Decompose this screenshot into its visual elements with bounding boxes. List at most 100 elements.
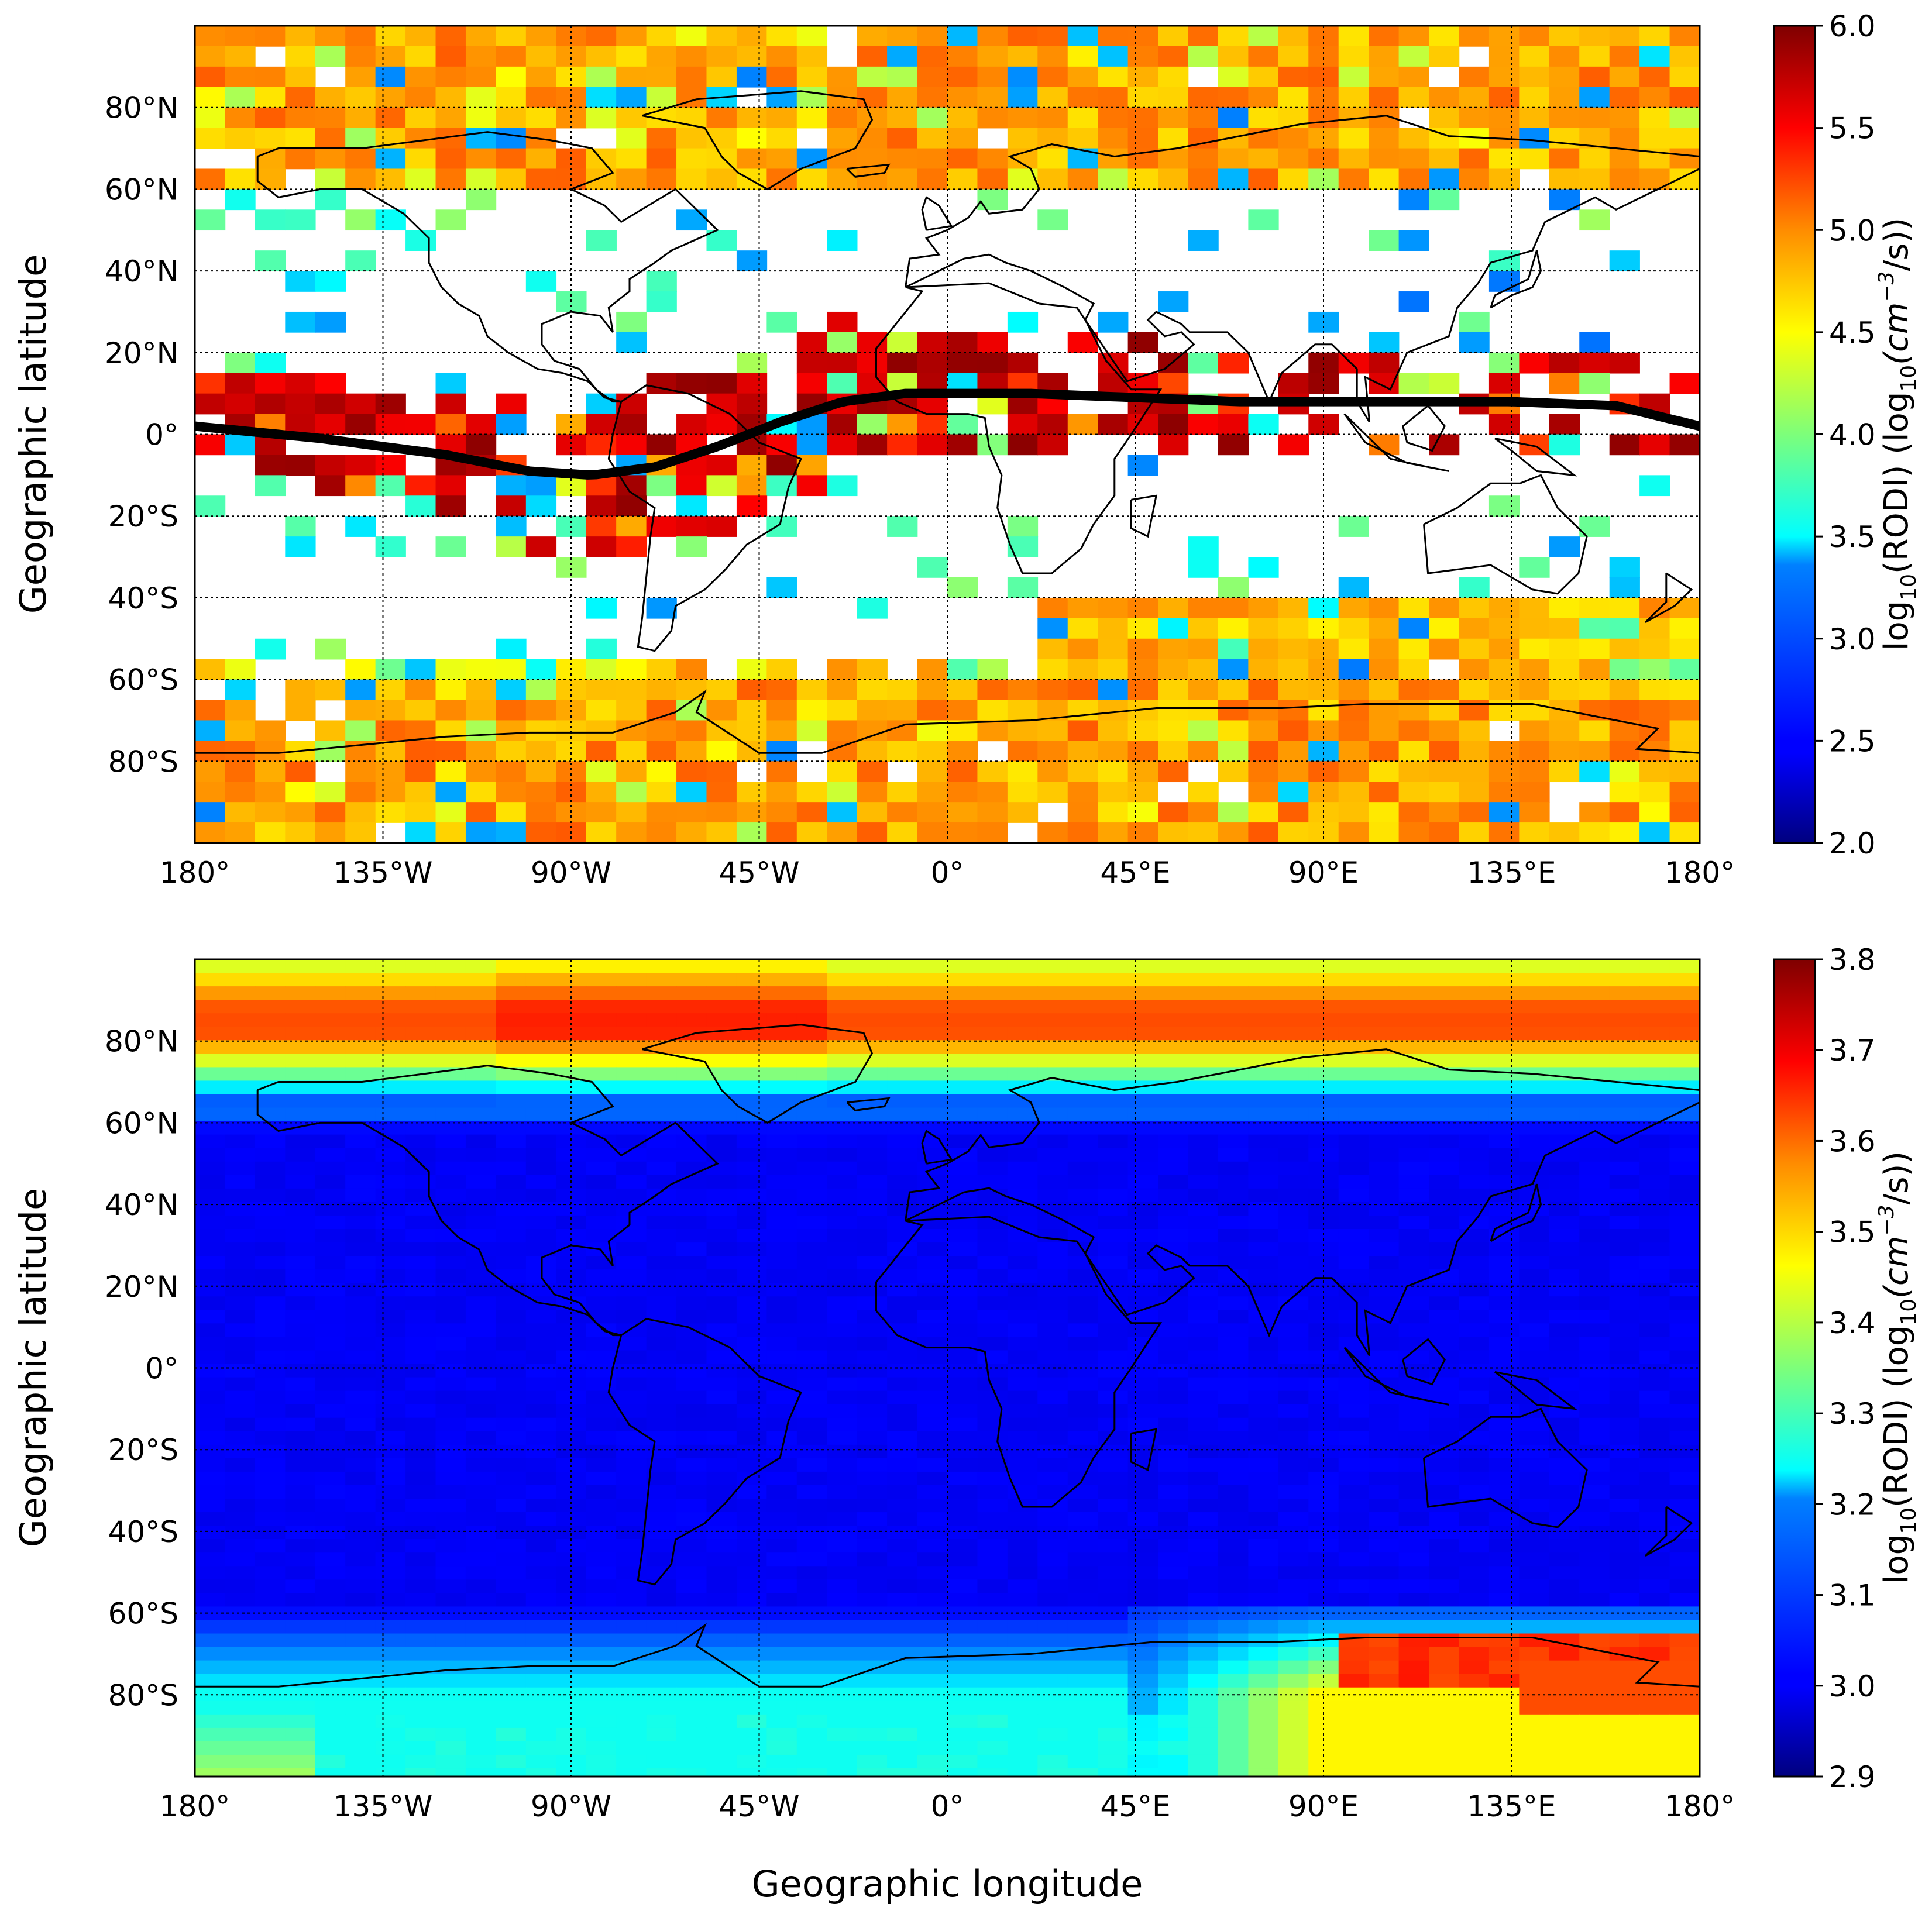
heatmap-cell <box>1127 1444 1158 1459</box>
heatmap-cell <box>405 1714 436 1729</box>
heatmap-cell <box>1398 189 1429 211</box>
heatmap-cell <box>405 1727 436 1742</box>
heatmap-cell <box>887 1485 918 1499</box>
y-tick-label: 60°S <box>108 663 178 697</box>
heatmap-cell <box>1700 1485 1730 1499</box>
heatmap-cell <box>345 1620 376 1634</box>
heatmap-cell <box>947 1390 978 1405</box>
heatmap-cell <box>1700 782 1730 803</box>
heatmap-cell <box>1549 1188 1580 1203</box>
heatmap-cell <box>345 1094 376 1108</box>
heatmap-cell <box>1459 1417 1490 1432</box>
heatmap-cell <box>1669 822 1700 843</box>
heatmap-cell <box>887 1067 918 1082</box>
heatmap-cell <box>435 1700 466 1715</box>
heatmap-cell <box>1609 1431 1640 1445</box>
heatmap-cell <box>947 1404 978 1419</box>
heatmap-cell <box>225 352 256 374</box>
heatmap-cell <box>676 1593 707 1607</box>
heatmap-cell <box>345 1431 376 1445</box>
heatmap-cell <box>1459 1000 1490 1014</box>
heatmap-cell <box>676 1296 707 1311</box>
heatmap-cell <box>525 1458 557 1472</box>
heatmap-cell <box>827 1013 858 1028</box>
heatmap-cell <box>1127 741 1158 762</box>
heatmap-cell <box>796 373 828 394</box>
heatmap-cell <box>796 352 828 374</box>
heatmap-cell <box>1488 986 1520 1000</box>
heatmap-cell <box>706 1458 737 1472</box>
heatmap-cell <box>616 1107 647 1122</box>
heatmap-cell <box>917 1242 948 1256</box>
heatmap-cell <box>1007 1431 1039 1445</box>
heatmap-cell <box>1669 1283 1700 1297</box>
heatmap-cell <box>345 107 376 129</box>
heatmap-cell <box>1549 741 1580 762</box>
heatmap-cell <box>1700 1552 1730 1567</box>
heatmap-cell <box>1459 66 1490 88</box>
heatmap-cell <box>857 1000 888 1014</box>
heatmap-cell <box>676 1000 707 1014</box>
heatmap-cell <box>1037 1526 1068 1540</box>
heatmap-cell <box>1488 1620 1520 1634</box>
heatmap-cell <box>1639 128 1670 149</box>
heatmap-cell <box>1488 46 1520 67</box>
heatmap-cell <box>1278 1660 1309 1675</box>
heatmap-cell <box>405 1337 436 1351</box>
heatmap-cell <box>977 1458 1008 1472</box>
heatmap-cell <box>1188 1444 1219 1459</box>
heatmap-cell <box>1459 1107 1490 1122</box>
heatmap-cell <box>1007 1202 1039 1216</box>
heatmap-cell <box>796 455 828 476</box>
heatmap-cell <box>1579 26 1610 47</box>
heatmap-cell <box>1609 1107 1640 1122</box>
heatmap-cell <box>1127 1620 1158 1634</box>
heatmap-cell <box>1549 959 1580 973</box>
heatmap-cell <box>706 373 737 394</box>
heatmap-cell <box>1037 1175 1068 1189</box>
heatmap-cell <box>706 1080 737 1095</box>
heatmap-cell <box>1398 1188 1429 1203</box>
heatmap-cell <box>1067 1660 1098 1675</box>
heatmap-cell <box>586 1040 617 1055</box>
heatmap-cell <box>827 1121 858 1135</box>
heatmap-cell <box>1158 741 1189 762</box>
heatmap-cell <box>706 1283 737 1297</box>
heatmap-cell <box>375 1377 406 1392</box>
heatmap-cell <box>1459 1350 1490 1365</box>
heatmap-cell <box>465 107 497 129</box>
heatmap-cell <box>616 1768 647 1777</box>
heatmap-cell <box>1549 168 1580 190</box>
heatmap-cell <box>706 1269 737 1284</box>
heatmap-cell <box>435 1606 466 1621</box>
heatmap-cell <box>1369 1215 1400 1230</box>
heatmap-cell <box>1459 1188 1490 1203</box>
heatmap-cell <box>917 986 948 1000</box>
heatmap-cell <box>1700 1216 1730 1230</box>
heatmap-cell <box>1338 1161 1369 1176</box>
heatmap-cell <box>255 1714 286 1729</box>
heatmap-cell <box>676 26 707 47</box>
heatmap-cell <box>616 1660 647 1675</box>
heatmap-cell <box>1188 46 1219 67</box>
heatmap-cell <box>1278 26 1309 47</box>
heatmap-cell <box>525 1539 557 1554</box>
heatmap-cell <box>1278 1364 1309 1378</box>
heatmap-cell <box>1488 1000 1520 1014</box>
heatmap-cell <box>1549 1714 1580 1729</box>
heatmap-cell <box>225 1148 256 1162</box>
heatmap-cell <box>1308 1647 1339 1661</box>
heatmap-cell <box>496 1579 527 1594</box>
heatmap-cell <box>646 1485 677 1499</box>
heatmap-cell <box>827 973 858 987</box>
heatmap-cell <box>1398 1148 1429 1162</box>
heatmap-cell <box>977 1175 1008 1189</box>
heatmap-cell <box>1218 1188 1249 1203</box>
heatmap-cell <box>1037 1633 1068 1648</box>
heatmap-cell <box>375 1404 406 1419</box>
heatmap-cell <box>857 1552 888 1567</box>
heatmap-cell <box>947 1000 978 1014</box>
heatmap-cell <box>465 1229 497 1243</box>
heatmap-cell <box>616 741 647 762</box>
heatmap-cell <box>1248 1512 1279 1526</box>
